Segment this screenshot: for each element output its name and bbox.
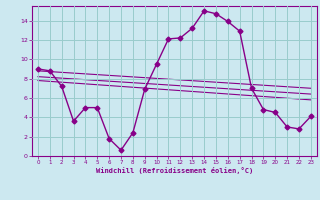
X-axis label: Windchill (Refroidissement éolien,°C): Windchill (Refroidissement éolien,°C) (96, 167, 253, 174)
